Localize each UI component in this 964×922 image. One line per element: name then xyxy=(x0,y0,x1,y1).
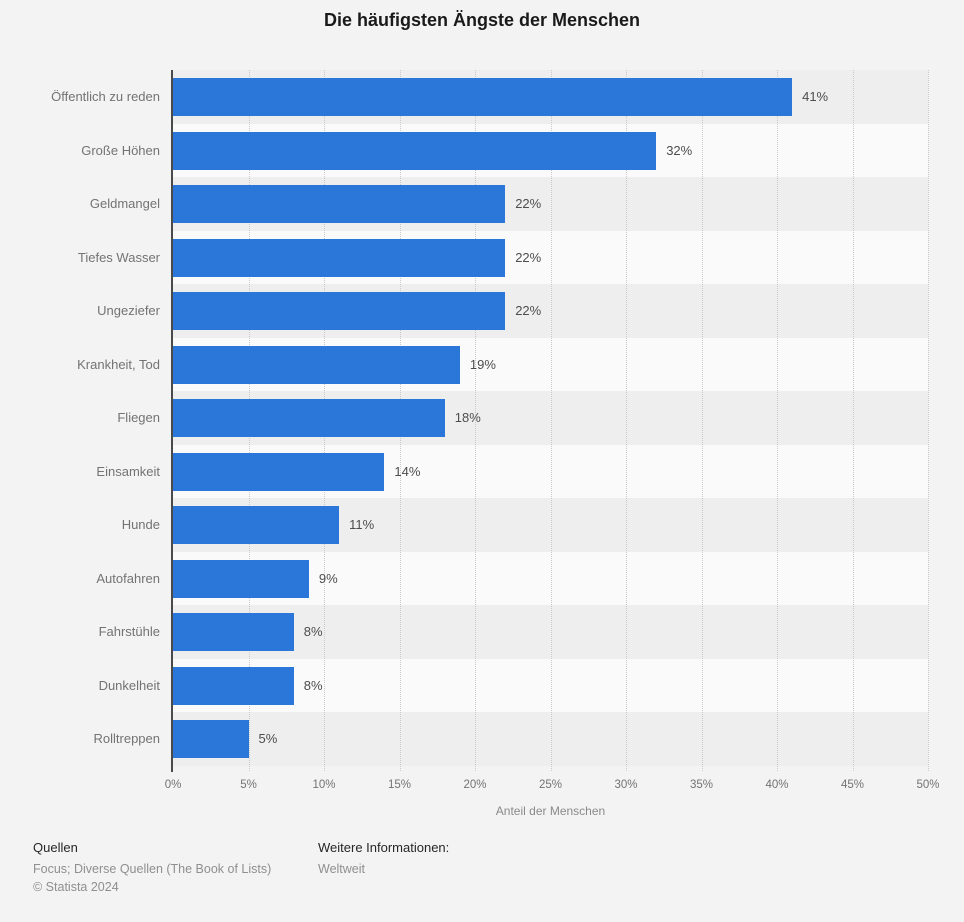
bar-row: Hunde 11% xyxy=(0,498,964,552)
bar xyxy=(173,399,445,437)
more-info-value: Weltweit xyxy=(318,862,366,876)
bar xyxy=(173,78,793,116)
x-tick-label: 40% xyxy=(765,778,789,791)
value-label: 18% xyxy=(454,410,481,425)
bar xyxy=(173,559,309,598)
bar xyxy=(173,185,506,223)
category-label: Tiefes Wasser xyxy=(77,249,160,265)
bar xyxy=(173,613,294,651)
bar-row: Fahrstühle 8% xyxy=(0,605,964,659)
gridline xyxy=(701,70,703,771)
bar-row: Dunkelheit 8% xyxy=(0,658,964,712)
bar-row: Fliegen 18% xyxy=(0,391,964,445)
category-label: Große Höhen xyxy=(81,142,160,158)
value-label: 8% xyxy=(303,624,323,639)
copyright-line: © Statista 2024 xyxy=(33,880,119,894)
gridline xyxy=(475,70,476,771)
x-tick-label: 45% xyxy=(840,778,865,791)
bar-row: Öffentlich zu reden 41% xyxy=(0,70,964,124)
bar-row: Große Höhen 32% xyxy=(0,123,964,177)
more-info-block: Weitere Informationen: Weltweit xyxy=(318,840,449,878)
bar xyxy=(173,720,249,758)
category-label: Einsamkeit xyxy=(96,463,160,479)
value-label: 22% xyxy=(515,303,542,318)
bar-row: Einsamkeit 14% xyxy=(0,444,964,498)
bar-row: Rolltreppen 5% xyxy=(0,712,964,766)
gridline xyxy=(626,70,627,771)
value-label: 8% xyxy=(303,677,323,693)
category-label: Fahrstühle xyxy=(98,624,160,640)
sources-heading: Quellen xyxy=(33,840,78,855)
value-label: 19% xyxy=(469,356,496,372)
bar xyxy=(173,131,657,170)
value-label: 5% xyxy=(258,731,278,746)
more-info-heading: Weitere Informationen: xyxy=(318,840,450,855)
x-tick-label: 5% xyxy=(240,778,257,791)
bar xyxy=(173,666,294,705)
category-label: Fliegen xyxy=(117,410,160,426)
x-tick-label: 10% xyxy=(312,778,336,791)
category-label: Dunkelheit xyxy=(98,677,160,693)
value-label: 22% xyxy=(515,249,542,265)
bar-row: Tiefes Wasser 22% xyxy=(0,230,964,284)
value-label: 32% xyxy=(666,142,693,158)
category-label: Öffentlich zu reden xyxy=(51,89,160,105)
value-label: 22% xyxy=(515,196,542,211)
category-label: Hunde xyxy=(121,517,160,533)
bar xyxy=(173,452,385,491)
bar-row: Ungeziefer 22% xyxy=(0,284,964,338)
value-label: 11% xyxy=(349,517,375,532)
value-label: 14% xyxy=(394,463,421,479)
x-tick-label: 0% xyxy=(164,778,182,791)
bar xyxy=(173,292,506,330)
sources-line: Focus; Diverse Quellen (The Book of List… xyxy=(33,862,272,876)
bar xyxy=(173,345,460,384)
gridline xyxy=(777,70,778,771)
y-axis-line xyxy=(171,70,173,772)
bar-row: Krankheit, Tod 19% xyxy=(0,337,964,391)
value-label: 9% xyxy=(318,570,338,586)
value-label: 41% xyxy=(802,89,829,104)
category-label: Autofahren xyxy=(96,570,160,586)
x-axis-title: Anteil der Menschen xyxy=(495,803,606,818)
sources-block: Quellen Focus; Diverse Quellen (The Book… xyxy=(33,840,271,896)
x-tick-label: 35% xyxy=(689,778,714,791)
x-tick-label: 30% xyxy=(614,778,638,791)
gridline xyxy=(550,70,552,771)
x-tick-label: 25% xyxy=(538,778,563,791)
bar-row: Geldmangel 22% xyxy=(0,177,964,231)
x-tick-label: 15% xyxy=(387,778,412,791)
category-label: Krankheit, Tod xyxy=(77,356,160,372)
bar-row: Autofahren 9% xyxy=(0,551,964,605)
category-label: Rolltreppen xyxy=(93,731,161,747)
x-tick-label: 50% xyxy=(916,778,940,791)
category-label: Ungeziefer xyxy=(97,303,160,319)
chart-title: Die häufigsten Ängste der Menschen xyxy=(323,10,641,30)
bar xyxy=(173,506,340,544)
category-label: Geldmangel xyxy=(89,196,160,212)
gridline xyxy=(928,70,929,771)
x-tick-label: 20% xyxy=(463,778,487,791)
bar xyxy=(173,238,506,277)
gridline xyxy=(852,70,854,771)
